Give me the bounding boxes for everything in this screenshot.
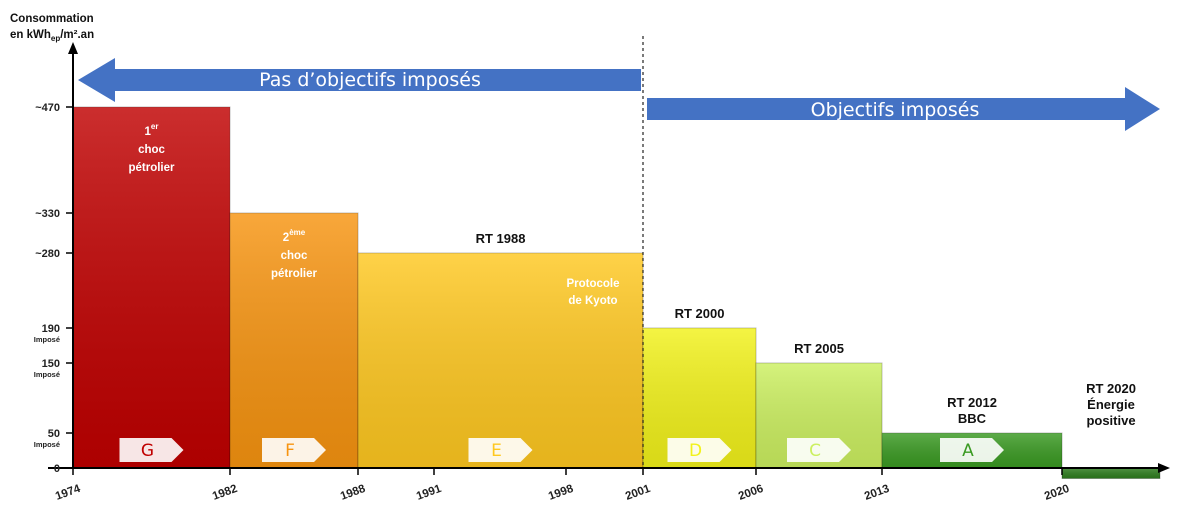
y-tick-label: ~470 [35, 102, 60, 114]
bar-label: RT 2020 [1086, 381, 1136, 396]
energy-class-tag [667, 438, 732, 462]
energy-class-letter: C [809, 441, 821, 461]
bar-label: positive [1086, 413, 1135, 428]
y-tick-label: 50 [48, 428, 60, 440]
y-tick-sublabel: Imposé [34, 370, 60, 379]
energy-class-tag [787, 438, 851, 462]
bar-label: choc [138, 144, 165, 156]
bar-label: pétrolier [271, 268, 318, 280]
x-tick-label: 1998 [547, 483, 576, 503]
energy-class-letter: G [141, 441, 154, 461]
bar-label: RT 2005 [794, 341, 844, 356]
energy-class-letter: F [285, 441, 295, 461]
y-tick-label: 150 [42, 358, 60, 370]
y-tick-label: 190 [42, 323, 60, 335]
bar-label: BBC [958, 411, 987, 426]
bar-label: RT 1988 [476, 231, 526, 246]
x-tick-label: 2001 [624, 483, 653, 503]
x-axis-arrowhead [1158, 463, 1170, 473]
energy-class-letter: D [689, 441, 702, 461]
x-tick-label: 1982 [211, 483, 239, 503]
bar-label: Énergie [1087, 397, 1135, 412]
energy-class-letter: A [962, 441, 974, 461]
bar-shine [358, 253, 643, 468]
y-tick-sublabel: Imposé [34, 440, 60, 449]
bar-note: Protocole [566, 278, 619, 290]
energy-class-tag [468, 438, 533, 462]
bar-shine [1062, 468, 1160, 479]
x-tick-label: 2013 [863, 483, 891, 503]
x-tick-label: 1991 [415, 483, 444, 503]
bar-label: 1er [145, 122, 159, 138]
y-axis-title-line2: en kWhep/m².an [10, 29, 94, 43]
bar-shine [73, 107, 230, 468]
bar-label: RT 2000 [675, 306, 725, 321]
y-tick-label: ~280 [35, 248, 60, 260]
energy-class-tag [262, 438, 326, 462]
energy-class-tag [940, 438, 1004, 462]
arrow-imposed-objectives-label: Objectifs imposés [811, 99, 980, 121]
bar-label: choc [281, 250, 308, 262]
energy-class-letter: E [491, 441, 502, 461]
x-tick-label: 1988 [339, 483, 368, 503]
bar-note: de Kyoto [568, 295, 617, 307]
bar-label: 2ème [283, 228, 306, 244]
arrow-no-objectives-label: Pas d’objectifs imposés [259, 69, 481, 91]
y-tick-label: 0 [54, 463, 60, 475]
bar-label: RT 2012 [947, 395, 997, 410]
y-tick-sublabel: Imposé [34, 335, 60, 344]
x-tick-label: 1974 [54, 483, 83, 503]
y-axis-arrowhead [68, 42, 78, 54]
bars-layer: G 1er choc pétrolier F 2ème choc pétrolier E RT 1… [72, 106, 1161, 479]
bar-label: pétrolier [128, 162, 175, 174]
x-tick-label: 2006 [737, 483, 765, 503]
bar-shine [230, 213, 358, 468]
arrow-imposed-objectives: Objectifs imposés [647, 87, 1160, 131]
x-tick-label: 2020 [1043, 483, 1071, 503]
arrow-no-objectives: Pas d’objectifs imposés [78, 58, 641, 102]
energy-class-tag [119, 438, 184, 462]
y-axis-title-line1: Consommation [10, 13, 94, 25]
y-tick-label: ~330 [35, 208, 60, 220]
